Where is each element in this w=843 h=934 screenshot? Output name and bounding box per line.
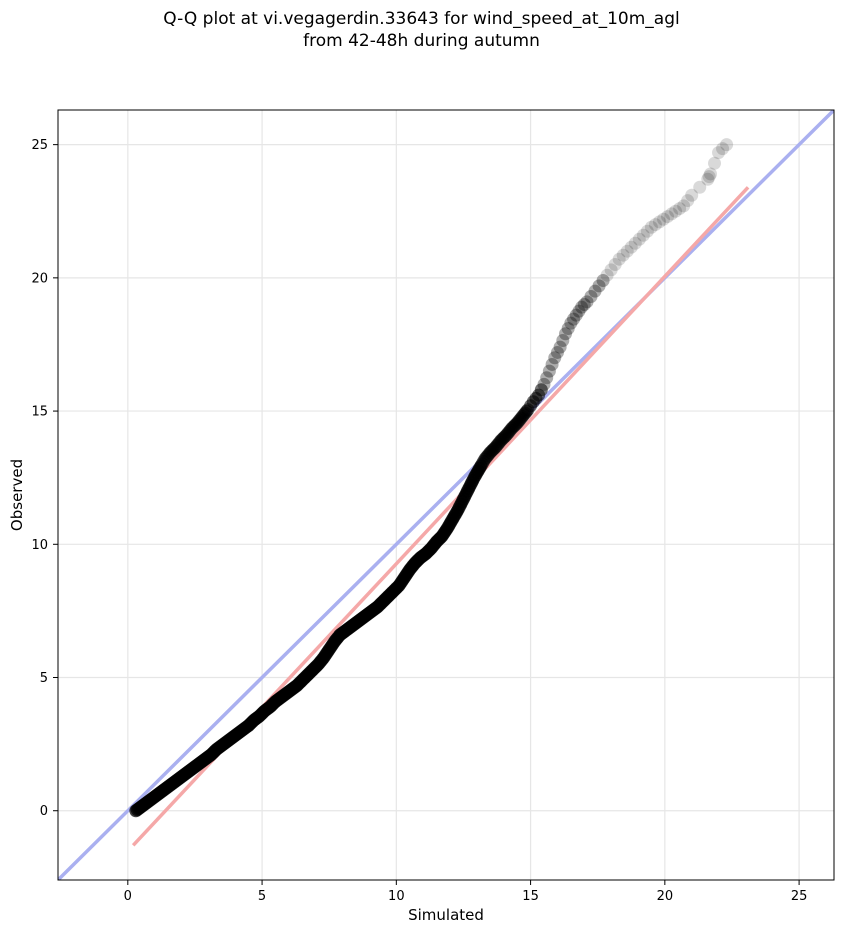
- grid-lines: [58, 110, 834, 880]
- y-axis-label: Observed: [8, 459, 26, 531]
- qq-point: [681, 194, 695, 208]
- identity-line: [58, 110, 834, 880]
- data-points: [129, 138, 734, 818]
- qq-point: [648, 218, 662, 232]
- qq-point: [545, 357, 559, 371]
- qq-point: [540, 371, 554, 385]
- y-tick-label: 25: [31, 138, 48, 153]
- qq-point: [708, 156, 722, 170]
- qq-point: [673, 202, 687, 216]
- qq-point: [652, 215, 666, 229]
- qq-point: [716, 142, 730, 156]
- chart-title: Q-Q plot at vi.vegagerdin.33643 for wind…: [0, 8, 843, 52]
- qq-point: [661, 210, 675, 224]
- qq-point: [534, 383, 548, 397]
- qq-point: [556, 333, 570, 347]
- qq-point: [712, 146, 726, 160]
- qq-point: [612, 252, 626, 266]
- qq-point: [596, 274, 610, 288]
- y-tick-label: 10: [31, 538, 48, 553]
- qq-point: [624, 240, 638, 254]
- qq-point: [569, 308, 583, 322]
- x-axis-label: Simulated: [408, 906, 484, 924]
- qq-point: [640, 224, 654, 238]
- qq-point: [702, 170, 716, 184]
- axis-ticks: 0 5 10 15 20 25 0 5 10 15 20 25: [31, 138, 807, 904]
- qq-point: [620, 244, 634, 258]
- qq-point: [550, 345, 564, 359]
- qq-point: [665, 207, 679, 221]
- y-tick-label: 15: [31, 405, 48, 420]
- x-tick-label: 25: [791, 889, 808, 904]
- qq-point: [608, 258, 622, 272]
- qq-point: [656, 212, 670, 226]
- qq-point: [564, 316, 578, 330]
- qq-point: [553, 340, 567, 354]
- qq-point: [561, 321, 575, 335]
- qq-point: [537, 377, 551, 391]
- y-tick-label: 5: [40, 671, 48, 686]
- y-tick-label: 20: [31, 271, 48, 286]
- qq-point: [632, 232, 646, 246]
- qq-point: [616, 248, 630, 262]
- qq-point: [685, 188, 699, 202]
- qq-point: [703, 167, 717, 181]
- qq-point: [701, 172, 715, 186]
- chart-title-line-2: from 42-48h during autumn: [303, 31, 540, 51]
- y-tick-label: 0: [40, 804, 48, 819]
- qq-point: [548, 351, 562, 365]
- chart-title-line-1: Q-Q plot at vi.vegagerdin.33643 for wind…: [163, 9, 680, 29]
- qq-point: [720, 138, 734, 152]
- x-tick-label: 15: [522, 889, 539, 904]
- qq-point: [604, 263, 618, 277]
- qq-point: [636, 228, 650, 242]
- x-tick-label: 5: [258, 889, 266, 904]
- qq-point: [628, 236, 642, 250]
- qq-point: [567, 312, 581, 326]
- qq-point: [693, 180, 707, 194]
- x-tick-label: 10: [388, 889, 405, 904]
- qq-point: [575, 300, 589, 314]
- reference-lines: [58, 110, 834, 880]
- qq-point: [588, 284, 602, 298]
- x-tick-label: 0: [124, 889, 132, 904]
- x-tick-label: 20: [657, 889, 674, 904]
- qq-point: [558, 327, 572, 341]
- qq-point: [600, 268, 614, 282]
- qq-point: [644, 220, 658, 234]
- qq-point: [580, 295, 594, 309]
- qq-point: [572, 304, 586, 318]
- qq-point: [577, 297, 591, 311]
- qq-point: [592, 279, 606, 293]
- qq-point: [677, 199, 691, 213]
- qq-point: [669, 204, 683, 218]
- qq-point: [542, 364, 556, 378]
- qq-point: [584, 290, 598, 304]
- plot-frame: [57, 109, 835, 881]
